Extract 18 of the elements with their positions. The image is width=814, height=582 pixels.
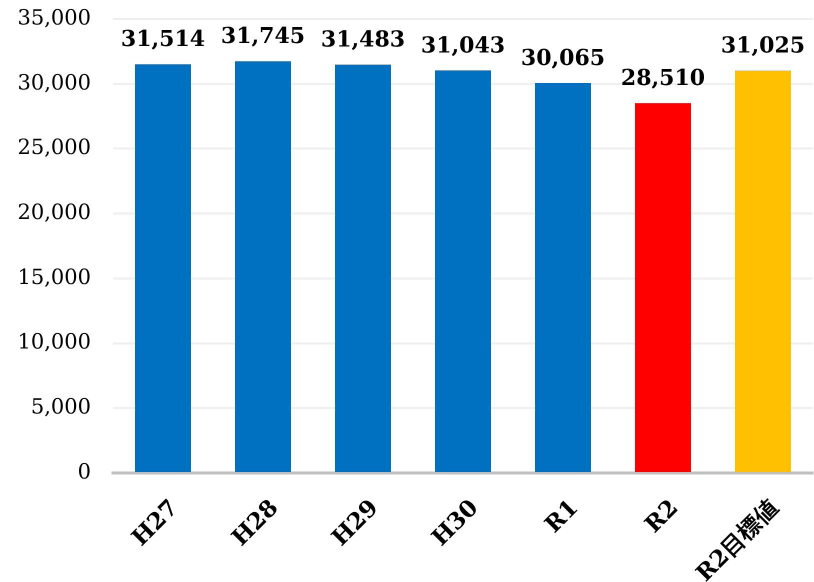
data-label: 31,025 [720, 32, 806, 59]
y-tick-label: 35,000 [18, 5, 91, 30]
data-label: 30,065 [520, 45, 606, 72]
y-tick-label: 5,000 [30, 394, 91, 419]
data-label: 31,483 [320, 26, 406, 53]
data-label: 31,745 [220, 23, 306, 50]
x-tick-label: R1 [540, 494, 584, 538]
y-tick-label: 15,000 [18, 264, 91, 289]
data-label: 28,510 [620, 65, 706, 92]
x-tick-label: R2目標値 [690, 494, 784, 582]
x-tick-label: R2 [640, 494, 684, 538]
y-tick-label: 25,000 [18, 135, 91, 160]
y-tick-label: 20,000 [18, 200, 91, 224]
data-label: 31,514 [120, 26, 206, 52]
y-tick-label: 30,000 [18, 70, 91, 94]
y-tick-label: 0 [78, 459, 91, 484]
data-label: 31,043 [420, 32, 506, 58]
y-tick-label: 10,000 [18, 330, 91, 354]
